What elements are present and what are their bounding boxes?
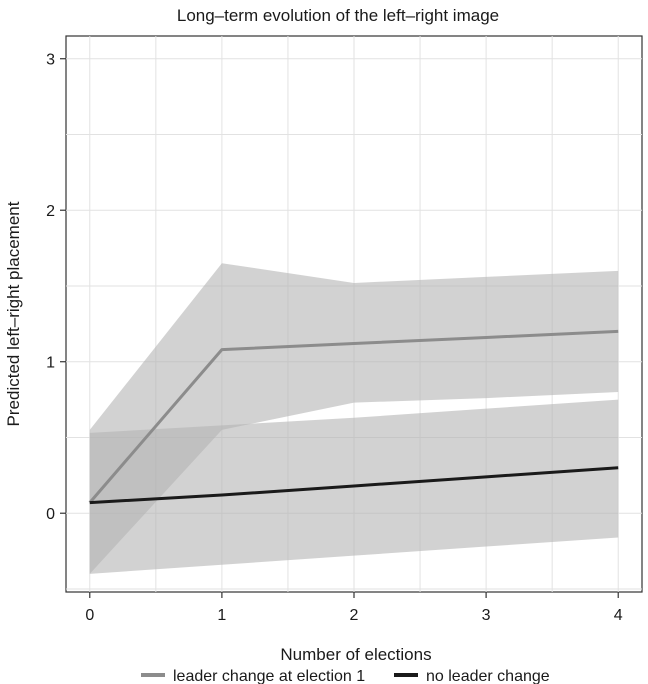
legend-label-2: no leader change: [426, 668, 550, 684]
x-tick-label: 1: [217, 607, 226, 624]
x-tick-label: 0: [85, 607, 94, 624]
chart-title: Long–term evolution of the left–right im…: [177, 6, 499, 25]
x-tick-label: 4: [614, 607, 623, 624]
y-tick-label: 1: [46, 355, 55, 372]
y-tick-label: 3: [46, 52, 55, 69]
x-tick-label: 3: [482, 607, 491, 624]
axes: 0 1 2 3 4 0 1 2 3: [46, 52, 623, 624]
series-line-1: [88, 329, 619, 504]
legend: leader change at election 1 no leader cha…: [141, 668, 550, 684]
y-tick-label: 0: [46, 506, 55, 523]
y-tick-label: 2: [46, 203, 55, 220]
x-axis-title: Number of elections: [280, 645, 431, 664]
y-axis-title: Predicted left–right placement: [4, 201, 23, 426]
x-tick-label: 2: [350, 607, 359, 624]
series-lines: [88, 329, 619, 505]
legend-label-1: leader change at election 1: [173, 668, 365, 684]
confidence-band-1: [89, 263, 619, 574]
series-line-2: [89, 466, 619, 505]
